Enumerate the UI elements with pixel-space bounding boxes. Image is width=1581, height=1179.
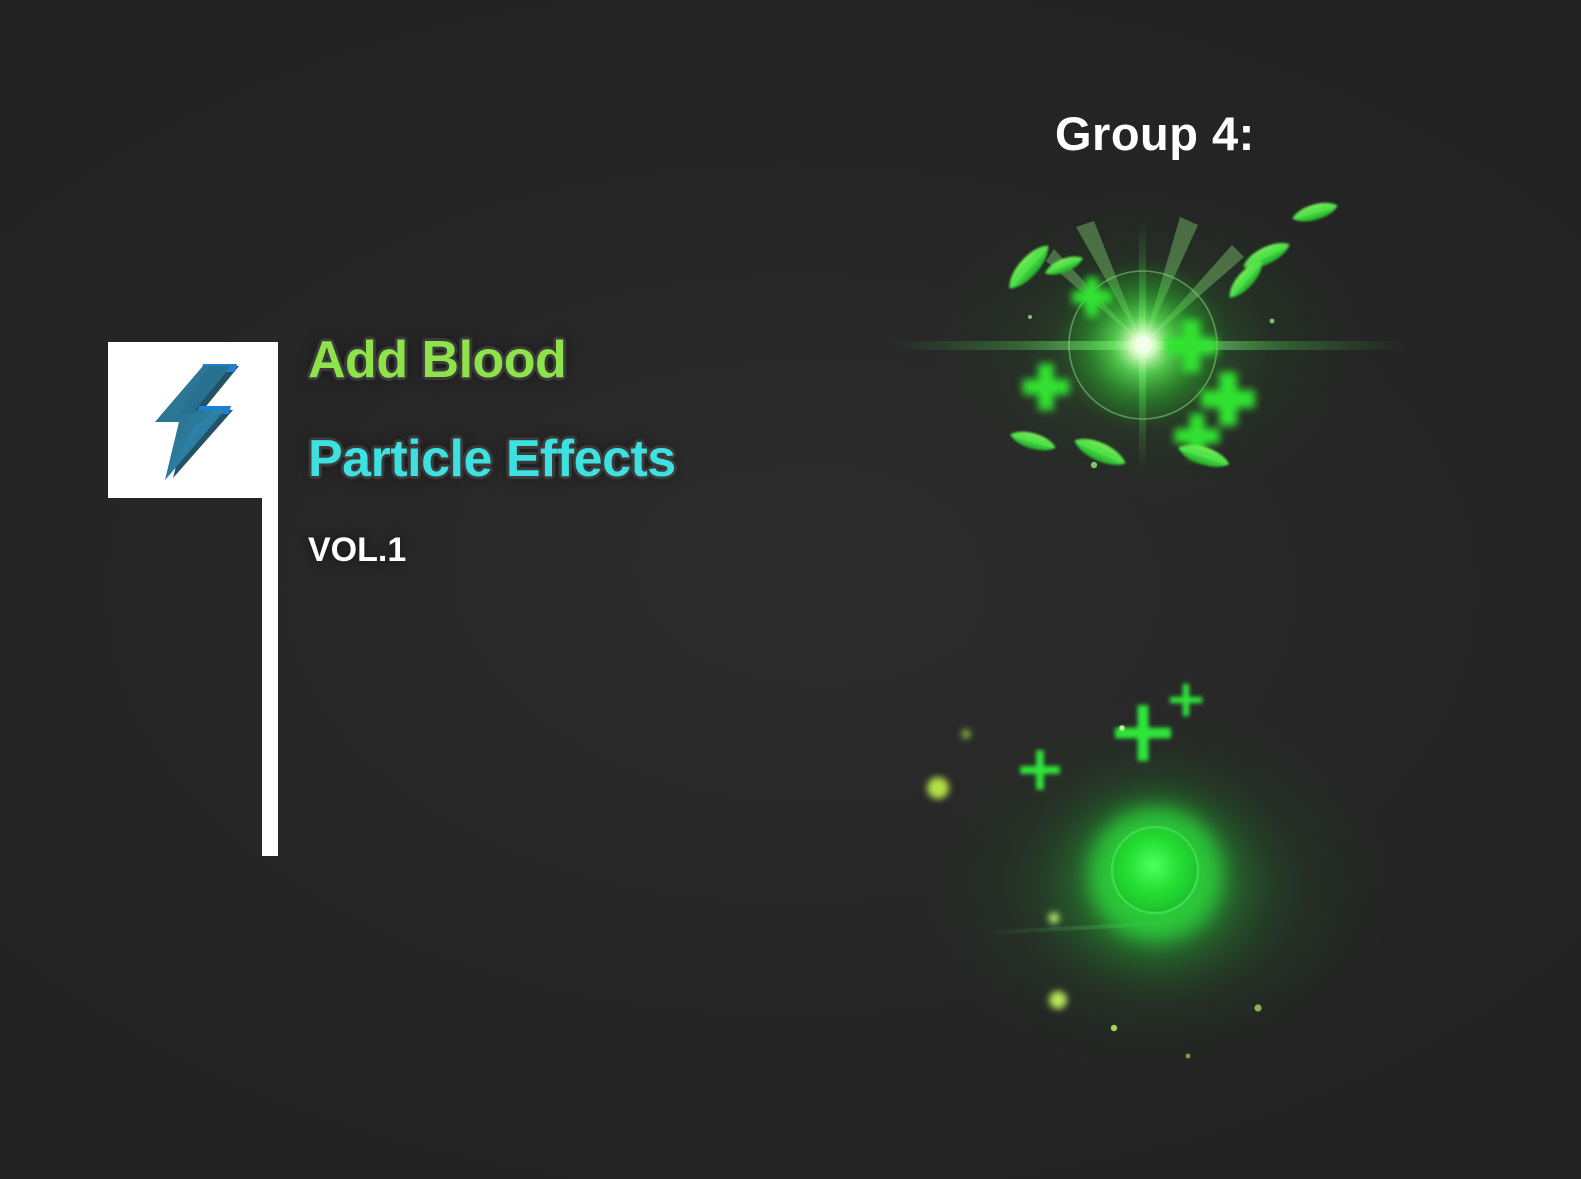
burst-vertical-streak [1139, 221, 1146, 471]
dust-mote [1254, 1004, 1262, 1012]
dust-mote [1049, 991, 1067, 1009]
dust-mote [1048, 912, 1060, 924]
lightning-bolt-icon [155, 364, 239, 480]
title-line-particle-effects: Particle Effects [308, 430, 676, 488]
group-heading: Group 4: [1055, 107, 1255, 160]
burst-ambient-glow [933, 192, 1363, 502]
burst-core-hotspot [1134, 336, 1152, 354]
leaf-particle [1001, 238, 1056, 296]
heal-orb-effect [900, 670, 1420, 1090]
heal-leaf-burst-effect [880, 165, 1420, 565]
orb-halo-inner [1090, 808, 1222, 940]
title-block: Add Blood Particle Effects VOL.1 [308, 334, 868, 567]
leaf-particle [1239, 236, 1294, 275]
orb-light-streak [976, 920, 1176, 936]
plus-sparkle [1169, 683, 1203, 717]
burst-rays [1046, 217, 1244, 345]
orb-core-rim [1110, 825, 1200, 915]
plus-particle [1201, 372, 1255, 426]
burst-leaf-particles [1001, 197, 1341, 473]
leaf-particle [1175, 438, 1233, 473]
burst-horizontal-streak [890, 341, 1406, 350]
heal-leaf-burst-art [890, 192, 1406, 502]
burst-core-glow [1057, 259, 1229, 431]
orb-ambient-glow [923, 703, 1393, 1073]
orb-dust-motes [927, 725, 1262, 1059]
logo-plate [108, 342, 278, 498]
leaf-particle [1289, 197, 1341, 227]
burst-plus-particles [1022, 277, 1255, 459]
burst-ring-inner-fill [1069, 271, 1217, 419]
title-line-volume: VOL.1 [308, 531, 407, 569]
logo-flag [108, 342, 278, 856]
burst-dust-motes [1028, 315, 1275, 469]
flag-pole [262, 498, 278, 856]
dust-mote [961, 729, 971, 739]
orb-halo-outer [1024, 746, 1288, 1010]
dust-mote [927, 777, 949, 799]
title-line-add-blood: Add Blood [308, 331, 567, 389]
plus-particle [1174, 413, 1220, 459]
plus-sparkle [1115, 705, 1171, 761]
dust-mote [1119, 725, 1125, 731]
dust-mote [1185, 1053, 1191, 1059]
plus-particle [1072, 277, 1112, 317]
plus-particle [1022, 363, 1070, 411]
orb-core [1113, 828, 1197, 912]
burst-ring [1068, 270, 1218, 420]
leaf-particle [1042, 251, 1086, 280]
heal-orb-art [923, 683, 1393, 1073]
plus-sparkle [1020, 750, 1060, 790]
leaf-particle [1007, 426, 1059, 456]
orb-plus-sparkles [1020, 683, 1203, 790]
plus-particle [1164, 319, 1218, 373]
leaf-particle [1223, 255, 1269, 304]
orb-halo-mid [1060, 780, 1252, 972]
leaf-particle [1070, 431, 1130, 473]
dust-mote [1110, 1024, 1118, 1032]
